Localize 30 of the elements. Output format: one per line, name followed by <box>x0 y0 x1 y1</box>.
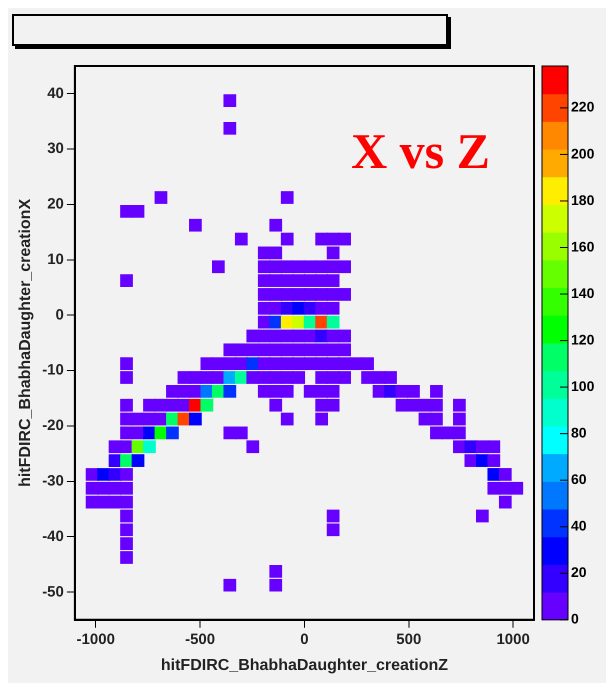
annotation: X vs Z <box>351 123 490 179</box>
color-bar-label: 100 <box>571 378 595 394</box>
y-tick-label: -10 <box>42 362 64 379</box>
y-tick-label: 30 <box>47 140 64 158</box>
color-bar-label: 120 <box>571 331 595 348</box>
color-bar-label: 0 <box>571 610 579 627</box>
color-bar-label: 80 <box>571 424 587 441</box>
y-tick-label: -20 <box>42 417 64 434</box>
y-axis-title: hitFDIRC_BhabhaDaughter_creationX <box>17 198 34 487</box>
color-bar-label: 200 <box>571 145 595 162</box>
x-tick-label: -1000 <box>76 630 115 648</box>
y-tick-label: -40 <box>42 528 64 545</box>
color-bar-label: 220 <box>571 98 595 115</box>
color-bar-label: 60 <box>571 471 587 488</box>
color-bar-label: 20 <box>571 564 587 580</box>
x-tick-label: 1000 <box>496 630 530 648</box>
y-tick-label: -50 <box>42 583 64 600</box>
y-tick-label: 10 <box>47 250 64 268</box>
y-tick-label: -30 <box>42 472 64 490</box>
color-bar-label: 140 <box>571 284 595 301</box>
x-tick-label: 0 <box>300 630 309 648</box>
y-tick-label: 40 <box>47 84 64 102</box>
x-axis-title: hitFDIRC_BhabhaDaughter_creationZ <box>160 656 448 674</box>
color-bar-label: 180 <box>571 192 595 208</box>
x-tick-label: -500 <box>185 630 216 648</box>
y-tick-label: 0 <box>56 306 64 324</box>
color-bar-label: 160 <box>571 238 595 254</box>
y-tick-label: 20 <box>47 196 64 213</box>
x-tick-label: 500 <box>396 630 422 648</box>
color-bar-label: 40 <box>571 518 587 534</box>
